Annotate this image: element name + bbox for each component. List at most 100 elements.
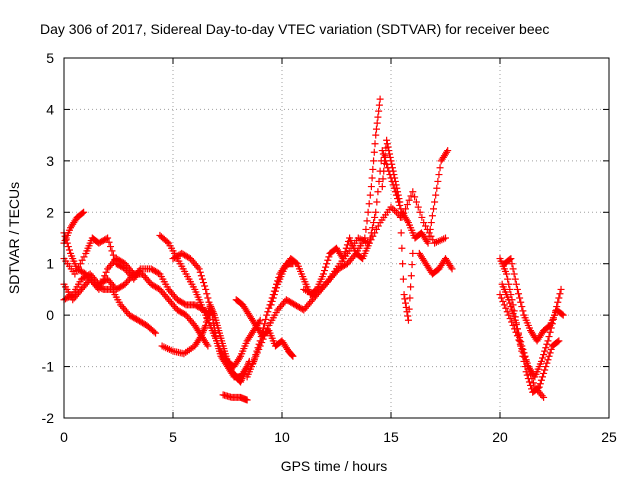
data-point <box>539 354 547 362</box>
data-point <box>365 200 373 208</box>
data-point <box>414 203 422 211</box>
data-point <box>259 335 267 343</box>
data-point <box>371 140 379 148</box>
data-point <box>208 311 216 319</box>
data-point <box>323 260 331 268</box>
data-point <box>210 320 218 328</box>
data-point <box>102 268 110 276</box>
data-point <box>203 315 211 323</box>
data-point <box>515 336 523 344</box>
data-point <box>372 208 380 216</box>
data-point <box>249 359 257 367</box>
data-point <box>509 265 517 273</box>
data-point <box>261 320 269 328</box>
data-point <box>256 316 264 324</box>
series-s6 <box>156 231 264 371</box>
data-point <box>388 160 396 168</box>
data-point <box>430 205 438 213</box>
data-point <box>366 191 374 199</box>
data-point <box>522 357 530 365</box>
data-point <box>394 191 402 199</box>
data-point <box>511 275 519 283</box>
data-point <box>442 234 449 242</box>
series-s16 <box>415 249 456 278</box>
data-point <box>383 140 391 148</box>
data-point <box>386 153 394 161</box>
data-point <box>541 347 549 355</box>
data-point <box>425 229 433 237</box>
data-point <box>104 234 112 242</box>
data-point <box>503 308 511 316</box>
data-point <box>506 299 514 307</box>
x-tick-label: 15 <box>383 429 399 445</box>
data-point <box>559 311 567 319</box>
data-point <box>545 352 553 360</box>
data-point <box>255 345 263 353</box>
data-point <box>163 238 171 246</box>
data-point <box>408 261 416 269</box>
data-point <box>447 263 455 271</box>
data-point <box>200 325 208 333</box>
data-point <box>195 265 203 273</box>
data-point <box>398 244 406 252</box>
data-point <box>508 260 516 268</box>
data-point <box>511 316 519 324</box>
data-point <box>399 260 407 268</box>
data-point <box>404 312 412 320</box>
data-point <box>506 255 514 263</box>
data-point <box>392 181 400 189</box>
data-point <box>389 167 397 175</box>
data-point <box>512 280 520 288</box>
data-point <box>420 219 428 227</box>
data-point <box>435 171 443 179</box>
data-point <box>204 342 212 350</box>
data-point <box>402 205 410 213</box>
data-point <box>519 307 527 315</box>
data-point <box>544 356 552 364</box>
data-point <box>370 148 378 156</box>
data-point <box>105 238 113 246</box>
data-point <box>516 294 524 302</box>
data-point <box>372 125 380 133</box>
y-tick-label: 0 <box>46 307 54 323</box>
data-point <box>368 224 376 232</box>
data-point <box>554 298 562 306</box>
data-point <box>242 364 250 372</box>
data-point <box>396 213 404 221</box>
data-point <box>375 177 383 185</box>
data-point <box>64 243 72 251</box>
data-point <box>509 309 517 317</box>
data-point <box>130 270 138 278</box>
data-point <box>518 303 526 311</box>
data-point <box>383 136 391 144</box>
data-point <box>96 282 104 290</box>
data-point <box>263 325 271 333</box>
data-point <box>199 328 207 336</box>
data-point <box>547 345 555 353</box>
data-point <box>523 371 531 379</box>
data-point <box>537 357 545 365</box>
data-point <box>391 174 399 182</box>
data-point <box>512 321 520 329</box>
data-point <box>433 184 441 192</box>
data-point <box>78 256 86 264</box>
data-point <box>269 294 277 302</box>
data-point <box>107 243 115 251</box>
data-point <box>500 301 508 309</box>
data-point <box>406 294 414 302</box>
data-point <box>386 150 394 158</box>
data-point <box>374 188 382 196</box>
data-point <box>371 213 379 221</box>
data-point <box>368 174 376 182</box>
data-point <box>384 143 392 151</box>
series-s8 <box>169 249 251 381</box>
data-point <box>521 353 529 361</box>
x-tick-label: 5 <box>169 429 177 445</box>
data-point <box>555 337 563 345</box>
data-point <box>376 95 384 103</box>
data-point <box>80 208 88 216</box>
data-point <box>267 301 275 309</box>
data-point <box>385 147 393 155</box>
data-point <box>428 212 436 220</box>
data-point <box>380 159 388 167</box>
